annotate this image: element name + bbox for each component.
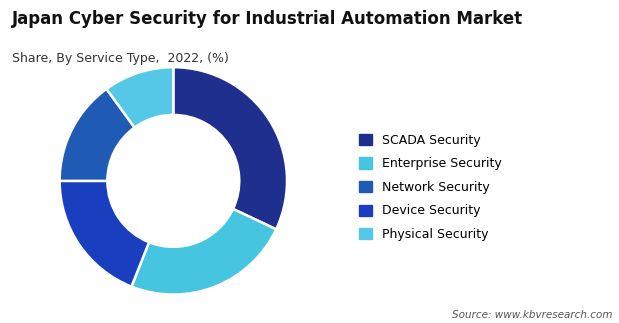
Wedge shape bbox=[59, 89, 134, 181]
Legend: SCADA Security, Enterprise Security, Network Security, Device Security, Physical: SCADA Security, Enterprise Security, Net… bbox=[359, 134, 501, 241]
Wedge shape bbox=[131, 209, 276, 295]
Wedge shape bbox=[173, 67, 287, 229]
Text: Share, By Service Type,  2022, (%): Share, By Service Type, 2022, (%) bbox=[12, 52, 229, 65]
Wedge shape bbox=[59, 181, 149, 287]
Text: Japan Cyber Security for Industrial Automation Market: Japan Cyber Security for Industrial Auto… bbox=[12, 10, 524, 28]
Wedge shape bbox=[106, 67, 173, 128]
Text: Source: www.kbvresearch.com: Source: www.kbvresearch.com bbox=[452, 310, 613, 320]
